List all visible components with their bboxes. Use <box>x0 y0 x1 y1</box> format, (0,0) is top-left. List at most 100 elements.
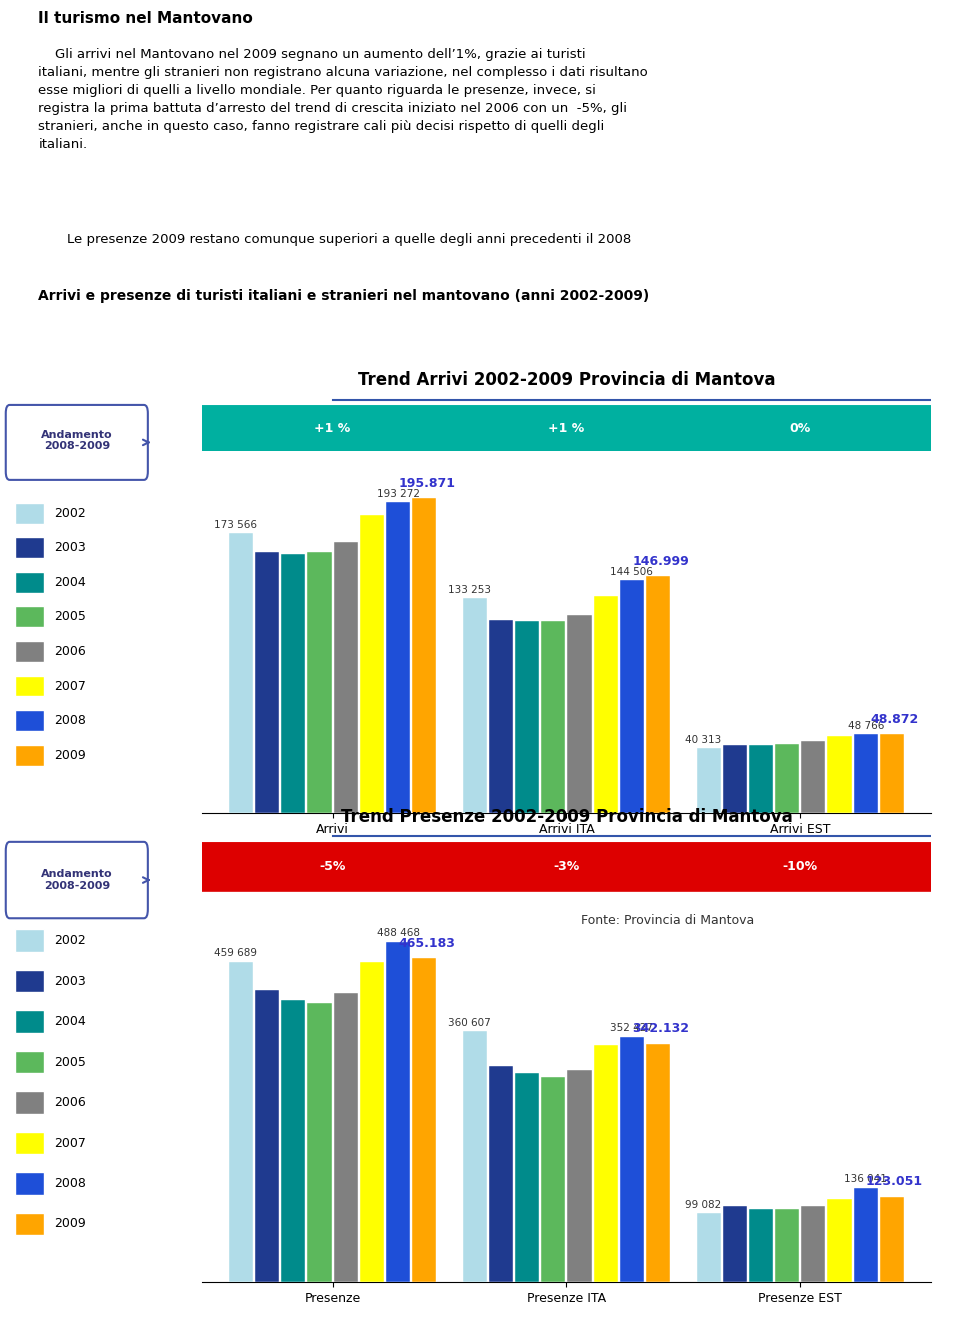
Bar <box>620 1036 644 1282</box>
FancyBboxPatch shape <box>15 537 44 558</box>
Text: Le presenze 2009 restano comunque superiori a quelle degli anni precedenti il 20: Le presenze 2009 restano comunque superi… <box>67 233 632 246</box>
Circle shape <box>0 843 960 891</box>
Text: 48.872: 48.872 <box>871 714 919 726</box>
Text: 2007: 2007 <box>54 680 85 693</box>
FancyBboxPatch shape <box>15 1092 44 1113</box>
Bar <box>880 734 904 813</box>
Text: 360 607: 360 607 <box>448 1018 491 1027</box>
Bar <box>541 621 565 813</box>
Bar <box>802 740 826 813</box>
Bar <box>334 542 358 813</box>
Bar <box>516 1073 540 1282</box>
Bar <box>228 534 252 813</box>
FancyBboxPatch shape <box>15 970 44 993</box>
Bar <box>489 620 513 813</box>
Text: 2002: 2002 <box>54 935 85 948</box>
Bar <box>307 1003 331 1282</box>
Title: Trend Arrivi 2002-2009 Provincia di Mantova: Trend Arrivi 2002-2009 Provincia di Mant… <box>358 371 775 390</box>
Text: 465.183: 465.183 <box>398 936 455 949</box>
Text: 2007: 2007 <box>54 1137 85 1150</box>
Text: 136 041: 136 041 <box>844 1174 887 1185</box>
Bar <box>463 1031 487 1282</box>
Text: 123.051: 123.051 <box>866 1175 924 1188</box>
Text: 2009: 2009 <box>54 1218 85 1231</box>
Bar <box>646 1044 670 1282</box>
FancyBboxPatch shape <box>15 502 44 524</box>
Text: Fonte: Provincia di Mantova: Fonte: Provincia di Mantova <box>581 914 755 927</box>
FancyBboxPatch shape <box>6 842 148 919</box>
Text: 2004: 2004 <box>54 576 85 588</box>
FancyBboxPatch shape <box>6 405 148 480</box>
Text: 2003: 2003 <box>54 974 85 988</box>
Bar <box>567 615 591 813</box>
Bar <box>828 736 852 813</box>
FancyBboxPatch shape <box>15 1010 44 1032</box>
Bar <box>567 1069 591 1282</box>
Bar <box>802 1206 826 1282</box>
Bar <box>593 596 617 813</box>
Bar <box>775 1210 799 1282</box>
Text: 0%: 0% <box>790 422 811 435</box>
FancyBboxPatch shape <box>15 1212 44 1235</box>
Text: 352 427: 352 427 <box>611 1023 654 1034</box>
Bar <box>723 746 747 813</box>
Text: 2005: 2005 <box>54 1055 85 1068</box>
Text: 133 253: 133 253 <box>448 586 491 595</box>
Bar <box>697 1214 721 1282</box>
Bar <box>228 962 252 1282</box>
FancyBboxPatch shape <box>15 1051 44 1073</box>
Text: +1 %: +1 % <box>548 422 585 435</box>
Text: Il turismo nel Mantovano: Il turismo nel Mantovano <box>38 11 253 26</box>
FancyBboxPatch shape <box>15 744 44 765</box>
FancyBboxPatch shape <box>15 1132 44 1154</box>
Text: -3%: -3% <box>553 861 580 874</box>
Bar <box>828 1199 852 1282</box>
Circle shape <box>0 843 960 891</box>
Bar <box>646 576 670 813</box>
Circle shape <box>0 406 960 451</box>
Text: 2009: 2009 <box>54 748 85 761</box>
Text: Gli arrivi nel Mantovano nel 2009 segnano un aumento dell’1%, grazie ai turisti
: Gli arrivi nel Mantovano nel 2009 segnan… <box>38 48 648 151</box>
Circle shape <box>0 406 960 451</box>
FancyBboxPatch shape <box>15 676 44 697</box>
Bar <box>360 961 384 1282</box>
FancyBboxPatch shape <box>15 572 44 592</box>
Text: 2006: 2006 <box>54 1096 85 1109</box>
Bar <box>412 958 436 1282</box>
Bar <box>775 744 799 813</box>
Text: 342.132: 342.132 <box>633 1022 689 1035</box>
Bar <box>255 553 279 813</box>
Bar <box>334 993 358 1282</box>
Text: +1 %: +1 % <box>315 422 350 435</box>
FancyBboxPatch shape <box>15 641 44 662</box>
Text: 146.999: 146.999 <box>633 555 689 568</box>
Text: Arrivi e presenze di turisti italiani e stranieri nel mantovano (anni 2002-2009): Arrivi e presenze di turisti italiani e … <box>38 288 650 303</box>
Text: -10%: -10% <box>782 861 818 874</box>
Title: Trend Presenze 2002-2009 Provincia di Mantova: Trend Presenze 2002-2009 Provincia di Ma… <box>341 808 792 826</box>
Bar <box>749 1210 773 1282</box>
Text: 144 506: 144 506 <box>611 567 654 578</box>
Text: Andamento
2008-2009: Andamento 2008-2009 <box>41 870 112 891</box>
Text: 173 566: 173 566 <box>214 521 257 530</box>
Bar <box>360 516 384 813</box>
Bar <box>516 621 540 813</box>
Bar <box>697 748 721 813</box>
Bar <box>281 999 305 1282</box>
Bar <box>489 1067 513 1282</box>
Bar <box>281 554 305 813</box>
Bar <box>541 1076 565 1282</box>
Text: -5%: -5% <box>320 861 346 874</box>
Bar <box>386 941 410 1282</box>
Text: 2003: 2003 <box>54 541 85 554</box>
Text: 2005: 2005 <box>54 611 85 624</box>
Bar <box>620 580 644 813</box>
Bar <box>853 1187 877 1282</box>
FancyBboxPatch shape <box>15 929 44 952</box>
Text: 195.871: 195.871 <box>398 477 455 489</box>
Bar <box>255 990 279 1282</box>
Bar <box>307 553 331 813</box>
Circle shape <box>0 843 960 891</box>
Text: 2006: 2006 <box>54 645 85 658</box>
Text: 48 766: 48 766 <box>848 722 884 731</box>
Bar <box>723 1206 747 1282</box>
